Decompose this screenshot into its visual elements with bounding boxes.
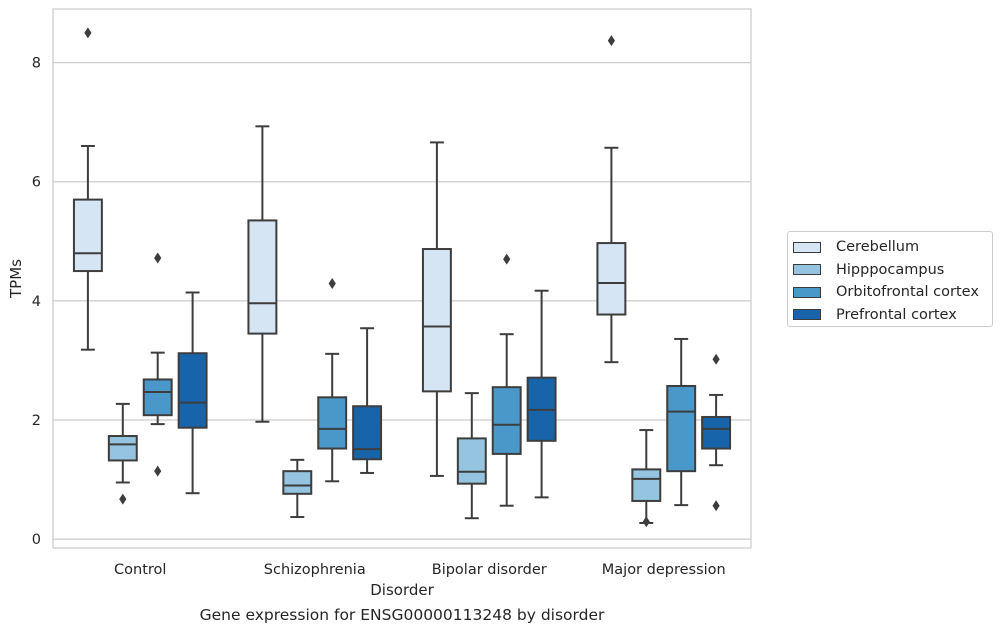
box-plot xyxy=(72,27,103,351)
outlier-point xyxy=(642,516,650,528)
x-tick-label: Schizophrenia xyxy=(264,562,366,578)
outlier-point xyxy=(119,493,127,505)
box-iqr xyxy=(352,405,383,461)
box-plot xyxy=(282,458,313,519)
legend-swatch xyxy=(793,309,821,321)
box-plot xyxy=(491,253,522,507)
box-plot xyxy=(631,429,662,528)
legend-label: Orbitofrontal cortex xyxy=(836,284,979,301)
box-iqr xyxy=(107,435,138,462)
box-iqr xyxy=(421,248,452,393)
legend-item: Hipppocampus xyxy=(793,259,992,282)
outlier-point xyxy=(503,253,511,265)
gridlines xyxy=(53,61,751,540)
box-plot xyxy=(666,337,697,507)
y-axis-ticks: 0 2 4 6 8 xyxy=(32,56,41,548)
y-tick-label: 0 xyxy=(32,532,41,548)
box-plot xyxy=(247,125,278,423)
box-plot xyxy=(701,353,732,512)
box-iqr xyxy=(142,378,173,417)
legend-item: Cerebellum xyxy=(793,236,992,259)
legend-swatch xyxy=(793,286,821,298)
chart-caption: Gene expression for ENSG00000113248 by d… xyxy=(199,606,605,624)
legend-label: Prefrontal cortex xyxy=(836,306,957,323)
x-tick-label: Control xyxy=(114,562,166,578)
series-hipppocampus xyxy=(107,392,662,528)
outlier-point xyxy=(712,500,720,512)
outlier-point xyxy=(84,27,92,39)
box-plot xyxy=(421,141,452,477)
box-plot xyxy=(352,327,383,474)
box-iqr xyxy=(317,396,348,450)
box-iqr xyxy=(666,385,697,473)
legend-item: Prefrontal cortex xyxy=(793,304,992,327)
series-cerebellum xyxy=(72,27,627,477)
legend-swatch xyxy=(793,264,821,276)
x-tick-label: Bipolar disorder xyxy=(432,562,547,578)
legend-label: Hipppocampus xyxy=(836,261,945,278)
y-tick-label: 6 xyxy=(32,175,41,191)
box-iqr xyxy=(631,468,662,502)
outlier-point xyxy=(154,252,162,264)
box-plot xyxy=(526,289,557,499)
outlier-point xyxy=(712,353,720,365)
box-series xyxy=(72,27,732,528)
outlier-point xyxy=(328,278,336,290)
y-tick-label: 8 xyxy=(32,56,41,72)
chart-legend: Cerebellum Hipppocampus Orbitofrontal cort… xyxy=(787,231,993,327)
y-tick-label: 2 xyxy=(32,413,41,429)
box-iqr xyxy=(596,242,627,316)
y-axis-label: TPMs xyxy=(7,259,25,299)
outlier-point xyxy=(607,35,615,47)
legend-swatch xyxy=(793,241,821,253)
x-axis-label: Disorder xyxy=(370,581,434,599)
box-iqr xyxy=(456,437,487,485)
box-iqr xyxy=(177,352,208,429)
y-tick-label: 4 xyxy=(32,294,41,310)
legend-label: Cerebellum xyxy=(836,239,920,256)
series-prefrontal-cortex xyxy=(177,289,732,512)
box-plot xyxy=(596,35,627,364)
legend-item: Orbitofrontal cortex xyxy=(793,281,992,304)
series-orbitofrontal-cortex xyxy=(142,252,697,507)
x-axis-ticks: Control Schizophrenia Bipolar disorder Majo… xyxy=(114,562,726,578)
x-tick-label: Major depression xyxy=(602,562,726,578)
box-plot xyxy=(456,392,487,520)
outlier-point xyxy=(154,465,162,477)
plot-area-frame xyxy=(52,8,752,549)
box-plot xyxy=(177,291,208,495)
box-plot xyxy=(142,252,173,477)
box-iqr xyxy=(282,470,313,495)
box-iqr xyxy=(72,198,103,273)
box-plot xyxy=(317,278,348,483)
box-plot xyxy=(107,402,138,505)
box-iqr xyxy=(701,415,732,450)
box-iqr xyxy=(247,219,278,335)
box-iqr xyxy=(491,386,522,455)
